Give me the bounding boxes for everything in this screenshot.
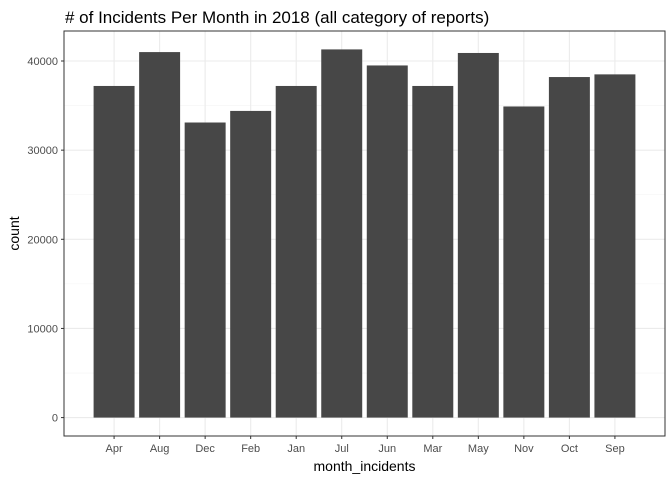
bar-nov — [503, 106, 545, 418]
y-axis: 0 10000 20000 30000 40000 — [27, 56, 64, 425]
bar-feb — [230, 110, 272, 418]
y-tick-label: 30000 — [27, 145, 58, 157]
y-tick-label: 0 — [52, 413, 58, 425]
x-tick-label: Jan — [287, 443, 305, 455]
bar-jun — [366, 65, 408, 418]
bar-oct — [548, 77, 590, 418]
x-tick-label: Nov — [514, 443, 534, 455]
chart-title: # of Incidents Per Month in 2018 (all ca… — [65, 8, 489, 27]
panel-border — [63, 30, 666, 437]
y-tick-label: 20000 — [27, 234, 58, 246]
x-tick-label: Oct — [561, 443, 578, 455]
x-tick-label: Feb — [241, 443, 260, 455]
bar-may — [457, 52, 499, 418]
bar-jan — [275, 85, 317, 418]
bar-jul — [321, 49, 363, 418]
bar-dec — [184, 122, 226, 418]
x-tick-label: Dec — [195, 443, 215, 455]
y-tick-label: 40000 — [27, 56, 58, 68]
x-tick-label: Sep — [605, 443, 625, 455]
y-axis-title: count — [6, 216, 22, 250]
y-tick-label: 10000 — [27, 323, 58, 335]
x-tick-label: Mar — [423, 443, 442, 455]
bar-apr — [93, 85, 135, 418]
bar-mar — [412, 85, 454, 418]
bar-sep — [594, 74, 636, 418]
x-tick-label: Jun — [378, 443, 396, 455]
x-axis-title: month_incidents — [314, 458, 416, 474]
x-tick-label: Jul — [335, 443, 349, 455]
bars-layer — [93, 49, 636, 418]
x-tick-label: Apr — [106, 443, 123, 455]
x-tick-label: May — [468, 443, 489, 455]
x-tick-label: Aug — [150, 443, 170, 455]
x-axis: Apr Aug Dec Feb Jan Jul Jun Mar May Nov Oct Sep — [106, 436, 625, 455]
bar-aug — [139, 52, 181, 418]
